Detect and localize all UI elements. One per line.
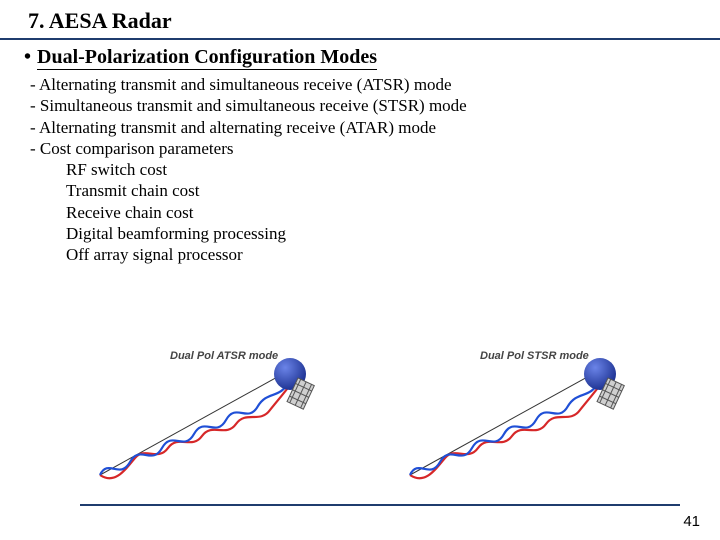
diagrams-row: Dual Pol ATSR mode	[0, 350, 720, 490]
slide-title: 7. AESA Radar	[0, 8, 172, 34]
title-row: 7. AESA Radar	[0, 0, 720, 34]
page-number: 41	[683, 513, 700, 530]
slide: 7. AESA Radar • Dual-Polarization Config…	[0, 0, 720, 540]
diagram-svg	[390, 350, 640, 490]
subhead: Dual-Polarization Configuration Modes	[37, 46, 377, 70]
body-line: Receive chain cost	[30, 202, 720, 223]
subhead-row: • Dual-Polarization Configuration Modes	[0, 40, 720, 70]
body-line: - Cost comparison parameters	[30, 138, 720, 159]
body-line: Transmit chain cost	[30, 180, 720, 201]
diagram-svg	[80, 350, 330, 490]
footer-rule	[80, 504, 680, 506]
body-line: RF switch cost	[30, 159, 720, 180]
diagram-stsr: Dual Pol STSR mode	[390, 350, 640, 490]
body-line: - Alternating transmit and alternating r…	[30, 117, 720, 138]
body-line: Off array signal processor	[30, 244, 720, 265]
bullet-icon: •	[24, 46, 31, 69]
body-content: - Alternating transmit and simultaneous …	[0, 70, 720, 265]
body-line: - Simultaneous transmit and simultaneous…	[30, 95, 720, 116]
diagram-atsr: Dual Pol ATSR mode	[80, 350, 330, 490]
body-line: Digital beamforming processing	[30, 223, 720, 244]
body-line: - Alternating transmit and simultaneous …	[30, 74, 720, 95]
